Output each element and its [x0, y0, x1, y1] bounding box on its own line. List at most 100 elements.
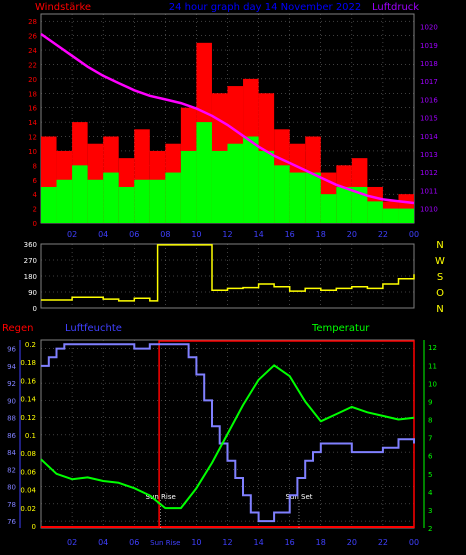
wind-average-bar [367, 201, 383, 223]
rain-tick-label: 0.18 [20, 359, 36, 367]
x-tick-label: 10 [191, 538, 201, 547]
temperature-tick-label: 2 [428, 525, 432, 533]
wind-tick-label: 24 [28, 47, 37, 55]
temperature-tick-label: 4 [428, 489, 433, 497]
wind-tick-label: 10 [28, 148, 37, 156]
rain-tick-label: 0.12 [20, 414, 36, 422]
pressure-line [40, 32, 415, 205]
compass-label: N [436, 304, 443, 315]
wind-average-bar [382, 208, 399, 223]
rain-tick-label: 0.14 [20, 396, 36, 404]
wind-tick-label: 28 [28, 18, 37, 26]
temperature-tick-label: 8 [428, 417, 432, 425]
wind-tick-label: 14 [28, 119, 37, 127]
x-tick-label: 22 [378, 538, 388, 547]
rain-tick-label: 0.08 [20, 450, 36, 458]
temperature-tick-label: 9 [428, 398, 432, 406]
wind-axis-title: Windstärke [35, 2, 91, 13]
wind-average-bar [258, 150, 275, 223]
humidity-tick-label: 86 [7, 432, 16, 440]
x-tick-label: 04 [98, 230, 108, 239]
wind-average-bar [227, 143, 244, 223]
wind-tick-label: 16 [28, 105, 37, 113]
rain-tick-label: 0 [32, 523, 36, 531]
humidity-tick-label: 96 [7, 346, 16, 354]
x-tick-label: 14 [253, 230, 263, 239]
wind-pressure-panel: 0246810121416182022242628101010111012101… [28, 13, 438, 239]
x-tick-label: 14 [253, 538, 263, 547]
wind-average-bar [72, 165, 88, 223]
x-tick-label: 16 [285, 230, 295, 239]
pressure-tick-label: 1019 [420, 42, 438, 50]
rain-frame-line [158, 340, 415, 528]
temperature-tick-label: 12 [428, 344, 437, 352]
pressure-tick-label: 1013 [420, 151, 438, 159]
humidity-tick-label: 88 [7, 415, 16, 423]
humidity-tick-label: 92 [7, 380, 16, 388]
direction-tick-label: 90 [28, 289, 37, 297]
x-tick-label: 08 [160, 230, 170, 239]
x-tick-label: 00 [409, 230, 419, 239]
pressure-tick-label: 1011 [420, 187, 438, 195]
direction-tick-label: 0 [33, 305, 37, 313]
temperature-tick-label: 6 [428, 453, 433, 461]
pressure-tick-label: 1014 [420, 133, 438, 141]
wind-average-bar [165, 172, 181, 223]
temperature-line [40, 364, 415, 510]
wind-average-bar [56, 179, 73, 223]
wind-average-bar [243, 136, 259, 223]
wind-tick-label: 20 [28, 76, 37, 84]
pressure-tick-label: 1010 [420, 205, 438, 213]
x-tick-label: 02 [67, 538, 77, 547]
direction-tick-label: 270 [24, 257, 37, 265]
temperature-tick-label: 11 [428, 362, 437, 370]
temperature-tick-label: 3 [428, 507, 432, 515]
wind-average-bar [134, 179, 150, 223]
compass-label: S [437, 272, 443, 283]
compass-label: N [436, 240, 443, 251]
wind-tick-label: 8 [33, 162, 37, 170]
wind-tick-label: 0 [33, 220, 37, 228]
wind-average-bar [196, 122, 212, 223]
direction-tick-label: 360 [24, 241, 37, 249]
direction-tick-label: 180 [24, 273, 37, 281]
pressure-tick-label: 1018 [420, 60, 438, 68]
pressure-tick-label: 1012 [420, 169, 438, 177]
temperature-tick-label: 5 [428, 471, 432, 479]
wind-average-bar [103, 172, 119, 223]
wind-average-bar [41, 186, 57, 223]
pressure-tick-label: 1015 [420, 115, 438, 123]
humidity-tick-label: 94 [7, 363, 16, 371]
temperature-legend: Temperatur [311, 323, 370, 334]
wind-average-bar [118, 186, 135, 223]
humidity-temperature-panel: 767880828486889092949600.020.040.060.080… [7, 339, 437, 547]
compass-label: O [436, 288, 444, 299]
x-tick-label: 00 [409, 538, 419, 547]
x-tick-label: 06 [129, 230, 139, 239]
wind-average-bar [320, 194, 337, 223]
x-tick-label: 20 [347, 538, 357, 547]
pressure-axis-title: Luftdruck [372, 2, 419, 13]
humidity-line [41, 343, 415, 523]
x-tick-label: 22 [378, 230, 388, 239]
wind-average-bar [351, 186, 368, 223]
x-tick-label: 02 [67, 230, 77, 239]
humidity-tick-label: 76 [7, 518, 16, 526]
wind-direction-line [41, 244, 415, 302]
wind-average-bar [180, 150, 197, 223]
x-tick-label: Sun Rise [150, 539, 180, 547]
chart-title: 24 hour graph day 14 November 2022 [169, 2, 362, 13]
wind-average-bar [274, 165, 290, 223]
rain-tick-label: 0.06 [20, 468, 36, 476]
rain-tick-label: 0.04 [20, 487, 36, 495]
wind-average-bar [87, 179, 104, 223]
x-tick-label: 20 [347, 230, 357, 239]
rain-legend: Regen [2, 323, 34, 334]
rain-tick-label: 0.02 [20, 505, 36, 513]
sun-set-label: Sun Set [285, 493, 312, 501]
x-tick-label: 18 [316, 230, 326, 239]
x-tick-label: 16 [285, 538, 295, 547]
pressure-tick-label: 1017 [420, 78, 438, 86]
